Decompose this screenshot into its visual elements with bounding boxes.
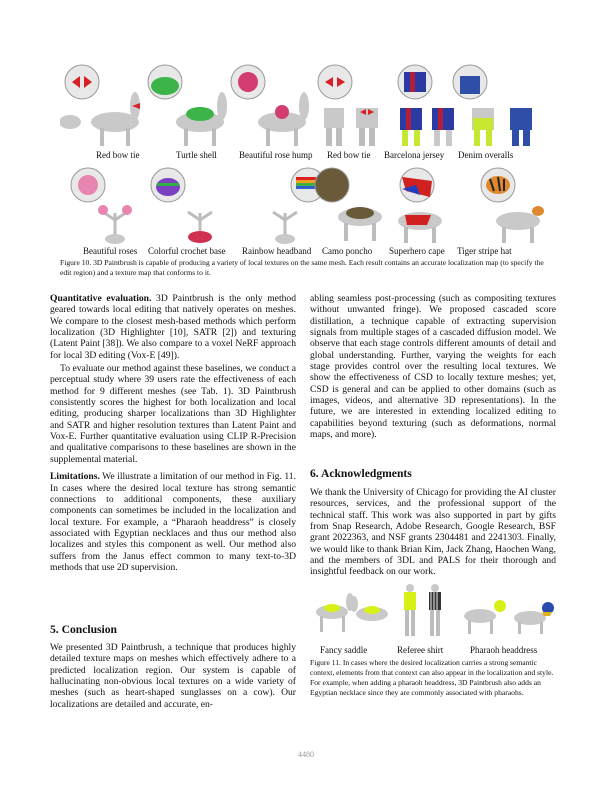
human-referee-shirt-render — [404, 584, 441, 636]
fig10-label-turtle-shell: Turtle shell — [176, 150, 217, 160]
fig10-label-tiger-stripe-hat: Tiger stripe hat — [457, 246, 512, 256]
perceptual-study-paragraph: To evaluate our method against these bas… — [50, 363, 296, 465]
figure-10-top-renders — [59, 64, 532, 146]
figure-10-caption: Figure 10. 3D Paintbrush is capable of p… — [60, 258, 544, 277]
fig10-label-barcelona-jersey: Barcelona jersey — [384, 150, 445, 160]
fig10-label-denim-overalls: Denim overalls — [458, 150, 514, 160]
fig10-label-rose-hump: Beautiful rose hump — [239, 150, 313, 160]
limitations-heading: Limitations. — [50, 471, 100, 483]
fig10-label-red-bow-tie-1: Red bow tie — [96, 150, 140, 160]
fig11-label-pharaoh-headdress: Pharaoh headdress — [470, 645, 538, 655]
figure-10-top-row — [59, 62, 552, 150]
plant-colorful-crochet-base-render — [150, 167, 213, 243]
fig10-label-camo-poncho: Camo poncho — [322, 246, 373, 256]
fig10-label-crochet-base: Colorful crochet base — [148, 246, 226, 256]
camel-red-bow-tie-render — [59, 64, 140, 146]
left-column-top: Quantitative evaluation. 3D Paintbrush i… — [50, 293, 296, 573]
robot-red-bow-tie-render — [317, 64, 378, 146]
figure-10-bottom-row — [60, 165, 552, 245]
dog-tiger-stripe-hat-render — [480, 167, 544, 243]
fig11-label-fancy-saddle: Fancy saddle — [320, 645, 368, 655]
acknowledgments-text: We thank the University of Chicago for p… — [310, 487, 556, 578]
camel-turtle-shell-render — [147, 64, 227, 146]
robot-barcelona-jersey-render — [397, 64, 454, 146]
horse-fancy-saddle-render — [316, 593, 388, 632]
limitations-paragraph: Limitations. We illustrate a limitation … — [50, 471, 296, 573]
quantitative-evaluation-heading: Quantitative evaluation. — [50, 293, 152, 304]
dog-pharaoh-headdress-render — [464, 600, 554, 634]
acknowledgments-heading: 6. Acknowledgments — [310, 467, 412, 480]
fig11-label-referee-shirt: Referee shirt — [397, 645, 444, 655]
fig10-label-superhero-cape: Superhero cape — [389, 246, 445, 256]
figure-11-renders-area — [310, 582, 556, 642]
quantitative-evaluation-paragraph: Quantitative evaluation. 3D Paintbrush i… — [50, 293, 296, 361]
dog-superhero-cape-render — [398, 167, 442, 243]
conclusion-left-text: We presented 3D Paintbrush, a technique … — [50, 642, 296, 710]
conclusion-heading: 5. Conclusion — [50, 623, 118, 636]
camel-rose-hump-render — [230, 64, 309, 146]
fig10-label-beautiful-roses: Beautiful roses — [83, 246, 138, 256]
page-number: 4480 — [298, 750, 314, 759]
robot-denim-overalls-render — [452, 64, 532, 146]
dog-camo-poncho-render — [314, 167, 382, 241]
figure-11-caption: Figure 11. In cases where the desired lo… — [310, 658, 554, 697]
quantitative-evaluation-text: 3D Paintbrush is the only method geared … — [50, 293, 296, 361]
conclusion-right-text: abling seamless post-processing (such as… — [310, 293, 556, 441]
plant-beautiful-roses-render — [70, 167, 132, 244]
fig10-label-red-bow-tie-2: Red bow tie — [327, 150, 371, 160]
fig10-label-rainbow-headband: Rainbow headband — [242, 246, 312, 256]
figure-10-bottom-renders — [70, 167, 544, 244]
figure-11-renders — [316, 584, 554, 636]
limitations-text: We illustrate a limitation of our method… — [50, 471, 296, 573]
